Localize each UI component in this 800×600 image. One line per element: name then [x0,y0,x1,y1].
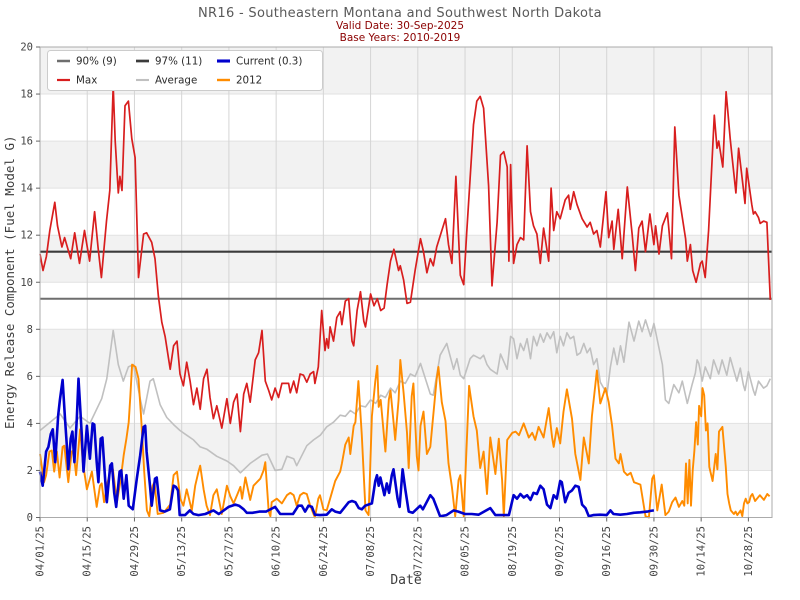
x-tick-label: 07/22/25 [412,526,424,577]
legend-label-year2012: 2012 [236,75,262,87]
legend: 90% (9) 97% (11) Current (0.3) Max Average 20… [47,50,323,91]
y-tick-label: 8 [27,324,33,336]
x-tick-label: 09/30/25 [648,526,660,577]
y-tick-label: 20 [20,42,33,54]
y-axis-title: Energy Release Component (Fuel Model G) [2,136,17,430]
series-line-average [39,319,772,474]
x-tick-label: 04/15/25 [82,526,94,577]
x-tick-label: 08/05/25 [460,526,472,577]
x-tick-label: 04/29/25 [129,526,141,577]
legend-label-current: Current (0.3) [236,56,302,68]
x-tick-label: 05/27/25 [223,526,235,577]
y-tick-label: 6 [27,371,33,383]
y-tick-label: 4 [27,418,33,430]
y-tick-label: 12 [20,230,33,242]
shaded-band [40,141,772,189]
y-tick-label: 0 [27,512,33,524]
x-axis-title: Date [390,573,421,588]
legend-label-p97: 97% (11) [155,56,202,68]
shaded-band [40,235,772,283]
base-years-label: Base Years: 2010-2019 [339,31,461,44]
x-tick-label: 05/13/25 [176,526,188,577]
y-tick-label: 16 [20,136,33,148]
x-tick-label: 09/02/25 [554,526,566,577]
x-tick-label: 04/01/25 [35,526,47,577]
chart-header: NR16 - Southeastern Montana and Southwes… [0,0,800,44]
x-tick-label: 06/24/25 [318,526,330,577]
x-tick-label: 10/14/25 [696,526,708,577]
series-line-current [38,377,655,518]
x-tick-label: 06/10/25 [271,526,283,577]
y-tick-label: 2 [27,465,33,477]
y-tick-label: 10 [20,277,33,289]
y-tick-label: 18 [20,89,33,101]
chart-title: NR16 - Southeastern Montana and Southwes… [198,6,602,21]
x-tick-label: 09/16/25 [601,526,613,577]
x-tick-label: 07/08/25 [365,526,377,577]
legend-label-average: Average [155,75,197,87]
y-tick-label: 14 [20,183,33,195]
valid-date-label: Valid Date: 30-Sep-2025 [335,20,465,32]
shaded-band [40,329,772,377]
x-tick-label: 08/19/25 [507,526,519,577]
series-line-max [39,84,772,433]
legend-box [47,50,323,91]
legend-label-p90: 90% (9) [76,56,117,68]
legend-label-max: Max [76,75,97,87]
x-tick-label: 10/28/25 [743,526,755,577]
